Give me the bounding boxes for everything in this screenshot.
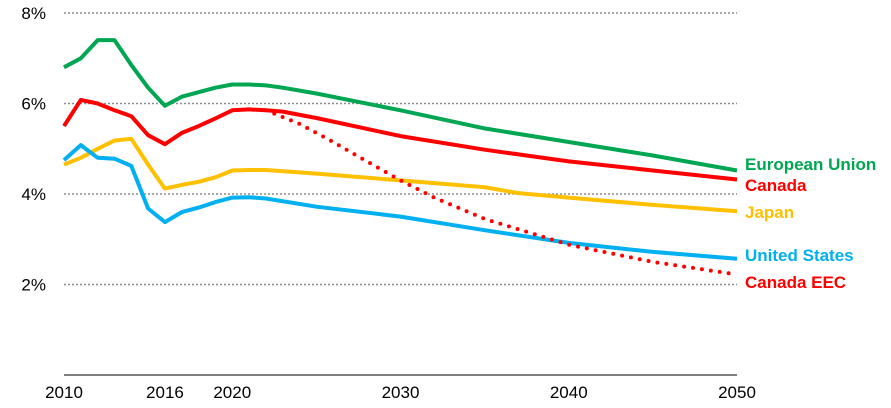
y-tick-label: 6% [21,95,46,114]
y-tick-label: 2% [21,276,46,295]
x-tick-label: 2010 [45,383,83,402]
series-line-japan [63,136,738,214]
x-tick-label: 2030 [382,383,420,402]
x-tick-label: 2016 [146,383,184,402]
series-lines [62,38,739,277]
series-labels: European Union Canada Japan United States Ca… [745,155,876,292]
y-tick-label: 4% [21,185,46,204]
series-line-european-union [63,38,738,173]
series-label-european-union: European Union [745,155,876,174]
series-label-japan: Japan [745,203,794,222]
y-axis-tick-labels: 2% 4% 6% 8% [21,4,46,295]
series-line-united-states [62,143,738,261]
series-label-united-states: United States [745,246,854,265]
series-label-canada: Canada [745,176,807,195]
y-tick-label: 8% [21,4,46,23]
x-axis-tick-labels: 2010 2016 2020 2030 2040 2050 [45,383,756,402]
series-label-canada-eec: Canada EEC [745,273,846,292]
series-line-canada [62,97,738,182]
x-tick-label: 2020 [213,383,251,402]
series-line-canada-eec [263,108,739,277]
x-tick-label: 2040 [550,383,588,402]
x-tick-label: 2050 [718,383,756,402]
gridlines [64,12,737,286]
